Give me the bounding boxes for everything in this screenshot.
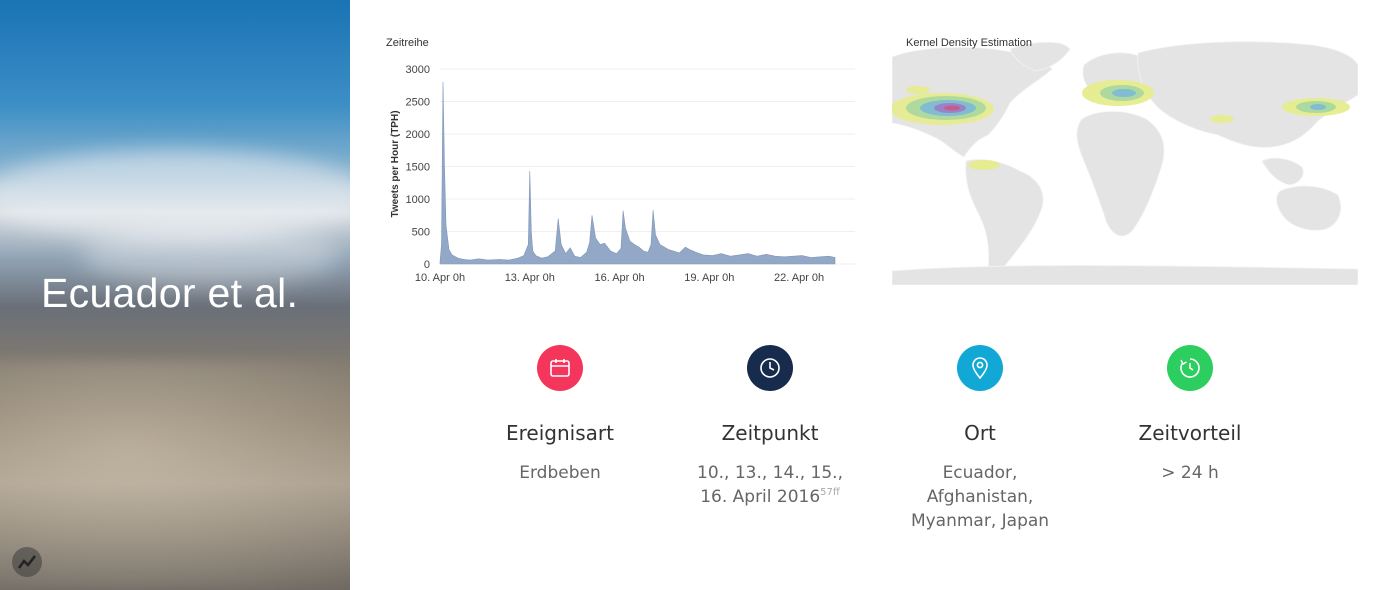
timer-icon [1167,345,1213,391]
y-tick-label: 1500 [406,162,430,174]
card-event-type: Ereignisart Erdbeben [460,345,660,485]
card-value: 10., 13., 14., 15., 16. April 201657ff [670,461,870,509]
map-land-masses [892,41,1358,285]
card-label: Zeitvorteil [1138,421,1242,445]
y-tick-label: 2000 [406,129,430,141]
card-timing: Zeitpunkt 10., 13., 14., 15., 16. April … [670,345,870,509]
clock-icon [747,345,793,391]
y-axis-ticks: 0 500 1000 1500 2000 2500 3000 [406,64,430,271]
card-label: Zeitpunkt [721,421,819,445]
card-label: Ort [964,421,996,445]
kernel-density-map [892,35,1358,285]
card-value-line: Ecuador, [942,463,1018,483]
x-tick-label: 13. Apr 0h [505,272,555,284]
hero-cloud [80,225,340,285]
card-value-line: Erdbeben [519,463,601,483]
y-tick-label: 500 [412,227,430,239]
y-tick-label: 3000 [406,64,430,76]
calendar-icon [537,345,583,391]
chart-title: Zeitreihe [386,37,429,49]
tph-series-area [439,81,836,265]
hero-landscape [0,360,350,590]
card-time-advantage: Zeitvorteil > 24 h [1090,345,1290,485]
hero-title: Ecuador et al. [41,270,299,316]
card-label: Ereignisart [506,421,614,445]
x-axis-ticks: 10. Apr 0h 13. Apr 0h 16. Apr 0h 19. Apr 0h… [415,272,824,284]
card-value-line: Afghanistan, [926,487,1034,507]
brand-logo-icon [12,547,42,577]
y-tick-label: 2500 [406,97,430,109]
chart-gridlines [440,68,855,265]
timeseries-chart: 0 500 1000 1500 2000 2500 3000 10. Apr 0h 13. A… [390,64,855,284]
x-tick-label: 22. Apr 0h [774,272,824,284]
y-axis-label: Tweets per Hour (TPH) [390,110,401,217]
hero-image-panel: Ecuador et al. [0,0,350,590]
map-title: Kernel Density Estimation [906,37,1032,49]
card-location: Ort Ecuador, Afghanistan, Myanmar, Japan [880,345,1080,533]
card-value-line: > 24 h [1161,463,1219,483]
card-value-line: Myanmar, Japan [910,511,1050,531]
y-tick-label: 0 [424,259,430,271]
location-pin-icon [957,345,1003,391]
card-value: > 24 h [1090,461,1290,485]
map-density-hotspots [892,80,1350,170]
x-tick-label: 16. Apr 0h [594,272,644,284]
card-value-line: 16. April 2016 [700,487,821,507]
x-tick-label: 19. Apr 0h [684,272,734,284]
card-value-line: 10., 13., 14., 15., [697,463,843,483]
hero-cloud [0,150,350,240]
chart-area-series [439,81,836,265]
card-value: Erdbeben [460,461,660,485]
y-tick-label: 1000 [406,194,430,206]
footnote-ref: 57ff [820,487,840,498]
x-tick-label: 10. Apr 0h [415,272,465,284]
card-value: Ecuador, Afghanistan, Myanmar, Japan [880,461,1080,533]
